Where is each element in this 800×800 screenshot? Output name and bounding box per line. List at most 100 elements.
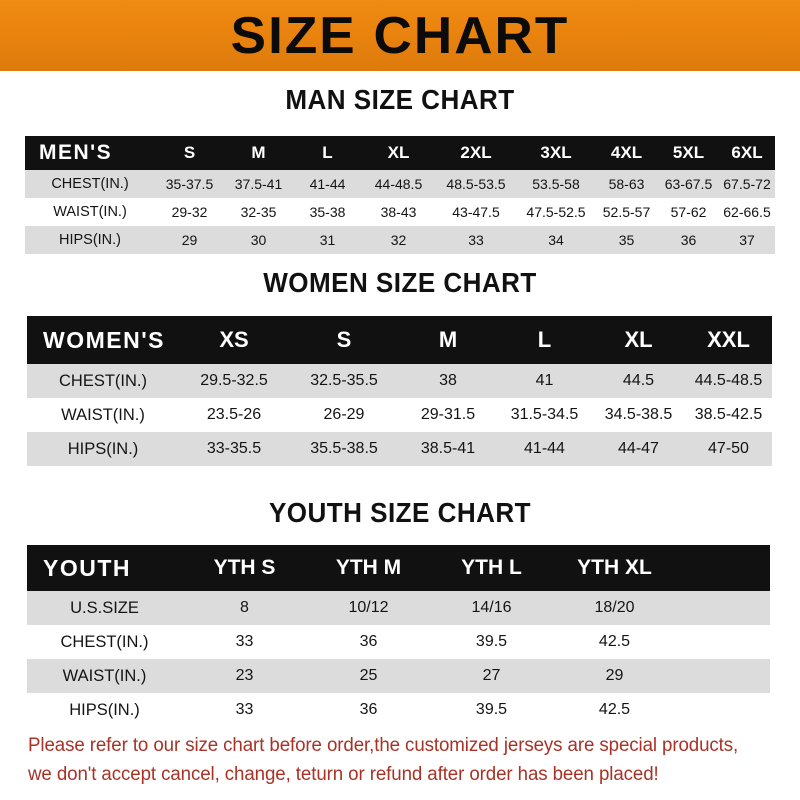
men-cell-2-4: 33 (468, 232, 484, 248)
men-cell-1-5: 47.5-52.5 (526, 204, 586, 220)
men-cell-1-8: 62-66.5 (723, 204, 771, 220)
women-cell-1-0: 23.5-26 (206, 406, 262, 423)
women-col-5: XXL (707, 327, 750, 352)
men-cell-2-8: 37 (739, 232, 755, 248)
women-cell-0-2: 38 (439, 372, 457, 389)
youth-cell-1-0: 33 (235, 633, 254, 650)
men-cell-0-8: 67.5-72 (723, 176, 771, 192)
women-cell-1-5: 38.5-42.5 (694, 406, 763, 423)
man-section-title: MAN SIZE CHART (285, 84, 515, 115)
women-row-0-label: CHEST(IN.) (59, 371, 147, 390)
women-cell-0-0: 29.5-32.5 (200, 372, 268, 389)
men-cell-0-0: 35-37.5 (165, 176, 214, 192)
footer-disclaimer-line-2: we don't accept cancel, change, teturn o… (28, 764, 659, 785)
table-row: CHEST(IN.) 33 36 39.5 42.5 (27, 625, 770, 659)
youth-cell-2-0: 23 (235, 667, 254, 684)
men-cell-0-6: 58-63 (608, 176, 645, 192)
women-cell-2-5: 47-50 (708, 440, 749, 457)
men-col-0: S (183, 143, 196, 162)
table-row: HIPS(IN.) 33 36 39.5 42.5 (27, 693, 770, 727)
table-row: WAIST(IN.) 29-32 32-35 35-38 38-43 43-47… (25, 198, 775, 226)
youth-cell-2-1: 25 (359, 667, 378, 684)
youth-cell-1-3: 42.5 (598, 633, 631, 650)
youth-col-1: YTH M (335, 556, 402, 579)
youth-col-2: YTH L (461, 556, 522, 579)
men-cell-1-0: 29-32 (171, 204, 208, 220)
youth-cell-3-2: 39.5 (475, 701, 508, 718)
men-cell-0-2: 41-44 (309, 176, 346, 192)
table-row: CHEST(IN.) 35-37.5 37.5-41 41-44 44-48.5… (25, 170, 775, 198)
women-section-title: WOMEN SIZE CHART (263, 267, 537, 298)
men-cell-1-2: 35-38 (309, 204, 346, 220)
youth-row-0-label: U.S.SIZE (70, 598, 139, 617)
men-cell-1-6: 52.5-57 (602, 204, 651, 220)
men-col-2: L (322, 143, 333, 162)
youth-cell-0-spacer (676, 591, 770, 625)
men-col-4: 2XL (460, 143, 492, 162)
table-header-row: MEN'S S M L XL 2XL 3XL 4XL 5XL 6XL (25, 136, 775, 170)
youth-row-3-label: HIPS(IN.) (69, 700, 140, 719)
table-row: HIPS(IN.) 33-35.5 35.5-38.5 38.5-41 41-4… (27, 432, 772, 466)
youth-table-body: U.S.SIZE 8 10/12 14/16 18/20 CHEST(IN.) … (27, 591, 770, 727)
men-cell-2-1: 30 (250, 232, 267, 248)
women-cell-2-3: 41-44 (524, 440, 565, 457)
footer-disclaimer: Please refer to our size chart before or… (28, 731, 788, 789)
table-header-row: YOUTH YTH S YTH M YTH L YTH XL (27, 545, 770, 591)
women-table-header: WOMEN'S XS S M L XL XXL (27, 316, 772, 364)
women-cell-0-3: 41 (535, 372, 554, 389)
men-cell-2-0: 29 (181, 232, 198, 248)
men-cell-0-7: 63-67.5 (664, 176, 713, 192)
men-cell-0-4: 48.5-53.5 (446, 176, 506, 192)
youth-cell-3-1: 36 (359, 701, 378, 718)
men-col-5: 3XL (540, 143, 572, 162)
youth-section-title: YOUTH SIZE CHART (268, 497, 532, 528)
men-cell-2-2: 31 (319, 232, 336, 248)
men-cell-2-5: 34 (548, 232, 564, 248)
youth-col-0: YTH S (213, 556, 276, 579)
youth-cell-2-2: 27 (482, 667, 501, 684)
table-row: WAIST(IN.) 23 25 27 29 (27, 659, 770, 693)
women-cell-2-0: 33-35.5 (206, 440, 262, 457)
men-table-body: CHEST(IN.) 35-37.5 37.5-41 41-44 44-48.5… (25, 170, 775, 254)
men-cell-1-4: 43-47.5 (452, 204, 500, 220)
men-col-7: 5XL (672, 143, 705, 162)
table-row: CHEST(IN.) 29.5-32.5 32.5-35.5 38 41 44.… (27, 364, 772, 398)
youth-col-3: YTH XL (577, 556, 652, 579)
women-corner-label: WOMEN'S (43, 326, 166, 353)
women-cell-1-1: 26-29 (323, 406, 365, 423)
women-cell-2-4: 44-47 (618, 440, 659, 457)
youth-cell-1-2: 39.5 (475, 633, 508, 650)
youth-cell-3-0: 33 (235, 701, 254, 718)
women-col-2: M (438, 327, 458, 352)
women-col-3: L (537, 327, 552, 352)
women-col-4: XL (624, 327, 653, 352)
women-row-1-label: WAIST(IN.) (61, 405, 145, 424)
men-cell-1-3: 38-43 (380, 204, 417, 220)
footer-disclaimer-line-1: Please refer to our size chart before or… (28, 735, 739, 756)
youth-col-spacer (676, 545, 770, 591)
men-corner-label: MEN'S (39, 141, 113, 164)
women-size-table: WOMEN'S XS S M L XL XXL CHEST(IN.) 29.5-… (27, 316, 772, 466)
page-banner: SIZE CHART (0, 0, 800, 71)
men-col-3: XL (387, 143, 410, 162)
men-row-1-label: WAIST(IN.) (53, 204, 127, 220)
youth-size-table: YOUTH YTH S YTH M YTH L YTH XL U.S.SIZE … (27, 545, 770, 727)
youth-table-header: YOUTH YTH S YTH M YTH L YTH XL (27, 545, 770, 591)
youth-cell-0-1: 10/12 (348, 599, 389, 616)
table-row: HIPS(IN.) 29 30 31 32 33 34 35 36 37 (25, 226, 775, 254)
youth-cell-3-spacer (676, 693, 770, 727)
men-cell-2-3: 32 (390, 232, 407, 248)
women-cell-1-3: 31.5-34.5 (510, 406, 579, 423)
women-col-0: XS (219, 327, 249, 352)
men-cell-0-1: 37.5-41 (234, 176, 283, 192)
women-table-body: CHEST(IN.) 29.5-32.5 32.5-35.5 38 41 44.… (27, 364, 772, 466)
women-cell-1-4: 34.5-38.5 (604, 406, 673, 423)
men-size-table: MEN'S S M L XL 2XL 3XL 4XL 5XL 6XL CHEST… (25, 136, 775, 254)
women-cell-0-4: 44.5 (622, 372, 655, 389)
men-cell-2-7: 36 (680, 232, 697, 248)
table-row: U.S.SIZE 8 10/12 14/16 18/20 (27, 591, 770, 625)
youth-cell-0-2: 14/16 (471, 599, 512, 616)
women-cell-2-2: 38.5-41 (420, 440, 476, 457)
men-col-6: 4XL (610, 143, 643, 162)
